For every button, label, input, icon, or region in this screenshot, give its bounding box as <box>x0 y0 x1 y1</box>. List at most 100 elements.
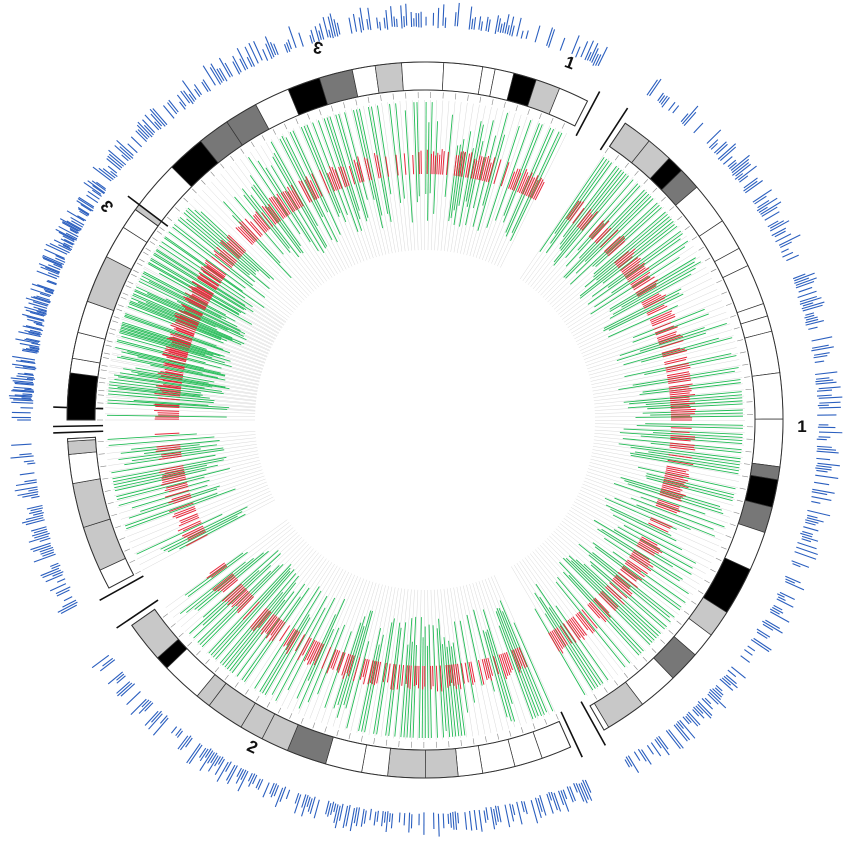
red-feature-mark <box>249 221 263 236</box>
scale-tick <box>224 674 229 681</box>
red-feature-mark <box>482 155 490 181</box>
red-feature-mark <box>639 539 663 554</box>
green-feature-mark <box>270 165 325 254</box>
red-feature-mark <box>177 520 201 532</box>
green-feature-mark <box>161 241 246 299</box>
outer-feature-mark <box>136 124 150 138</box>
green-feature-mark <box>144 444 217 454</box>
green-feature-mark <box>108 387 210 399</box>
green-feature-mark <box>559 561 644 652</box>
scale-tick <box>124 548 131 552</box>
green-feature-mark <box>250 194 300 258</box>
grid-line <box>357 107 390 254</box>
scale-tick <box>643 179 649 184</box>
green-feature-mark <box>121 351 226 376</box>
red-feature-mark <box>567 201 582 221</box>
red-feature-mark <box>667 375 691 381</box>
red-feature-mark <box>162 476 186 484</box>
outer-feature-mark <box>805 519 819 524</box>
green-feature-mark <box>577 183 639 251</box>
red-feature-mark <box>453 155 458 176</box>
red-feature-mark <box>457 663 462 690</box>
outer-feature-mark <box>65 232 78 240</box>
red-feature-mark <box>665 364 690 371</box>
green-feature-mark <box>594 546 681 611</box>
red-feature-mark <box>158 378 182 384</box>
red-feature-mark <box>556 627 568 645</box>
red-feature-mark <box>260 615 276 635</box>
red-feature-mark <box>511 650 521 673</box>
outer-feature-mark <box>63 242 73 248</box>
red-feature-mark <box>578 611 595 632</box>
outer-feature-mark <box>819 401 841 404</box>
outer-feature-mark <box>309 34 313 44</box>
grid-line <box>155 246 283 329</box>
grid-line <box>591 452 740 482</box>
red-feature-mark <box>449 664 453 684</box>
red-feature-mark <box>607 240 625 257</box>
outer-feature-mark <box>811 346 834 352</box>
outer-feature-mark <box>148 713 163 730</box>
outer-feature-mark <box>151 710 162 723</box>
grid-line <box>584 477 726 530</box>
red-feature-mark <box>594 597 610 614</box>
outer-feature-mark <box>56 589 70 597</box>
red-feature-mark <box>153 404 180 407</box>
outer-feature-mark <box>806 517 824 523</box>
grid-line <box>588 465 734 506</box>
red-feature-mark <box>500 653 509 676</box>
green-feature-mark <box>617 526 693 569</box>
outer-feature-mark <box>207 755 219 772</box>
red-feature-mark <box>362 659 368 678</box>
outer-feature-mark <box>188 93 195 102</box>
scale-tick <box>725 535 732 538</box>
outer-feature-mark <box>327 803 332 817</box>
grid-line <box>206 543 310 654</box>
outer-feature-mark <box>704 697 712 705</box>
red-feature-mark <box>614 576 630 590</box>
scale-tick <box>698 246 704 251</box>
red-feature-mark <box>669 390 692 394</box>
scale-tick <box>661 196 666 202</box>
outer-feature-mark <box>520 30 524 39</box>
grid-line <box>587 468 732 512</box>
outer-feature-mark <box>811 491 828 496</box>
scale-tick <box>343 102 346 109</box>
grid-line <box>540 185 643 296</box>
grid-line <box>584 311 727 363</box>
outer-feature-mark <box>31 530 48 537</box>
grid-line <box>229 554 322 674</box>
grid-line <box>478 581 527 724</box>
outer-feature-mark <box>410 11 413 28</box>
outer-feature-mark <box>764 211 780 221</box>
outer-feature-mark <box>168 99 179 113</box>
scale-tick <box>119 537 126 540</box>
red-feature-mark <box>196 286 213 297</box>
red-feature-mark <box>502 653 511 676</box>
red-feature-mark <box>595 227 612 244</box>
scale-tick <box>205 659 210 664</box>
scale-tick <box>149 241 156 245</box>
segment-boundary <box>599 107 629 151</box>
green-feature-mark <box>630 497 714 530</box>
green-feature-mark <box>436 628 445 738</box>
red-feature-mark <box>570 617 585 637</box>
green-feature-mark <box>147 293 228 331</box>
outer-feature-mark <box>578 783 588 804</box>
red-feature-mark <box>665 469 689 476</box>
green-feature-mark <box>605 504 672 537</box>
outer-feature-mark <box>188 744 203 764</box>
scale-tick <box>183 197 189 203</box>
red-feature-mark <box>509 168 519 190</box>
outer-feature-mark <box>701 698 714 710</box>
red-feature-mark <box>498 654 508 680</box>
green-feature-mark <box>495 611 537 718</box>
grid-line <box>351 108 387 255</box>
green-feature-mark <box>587 238 681 305</box>
green-feature-mark <box>137 301 242 346</box>
outer-feature-mark <box>176 94 187 107</box>
outer-feature-mark <box>716 143 728 155</box>
green-feature-mark <box>168 231 246 289</box>
outer-feature-mark <box>33 528 48 534</box>
green-feature-mark <box>117 339 206 364</box>
